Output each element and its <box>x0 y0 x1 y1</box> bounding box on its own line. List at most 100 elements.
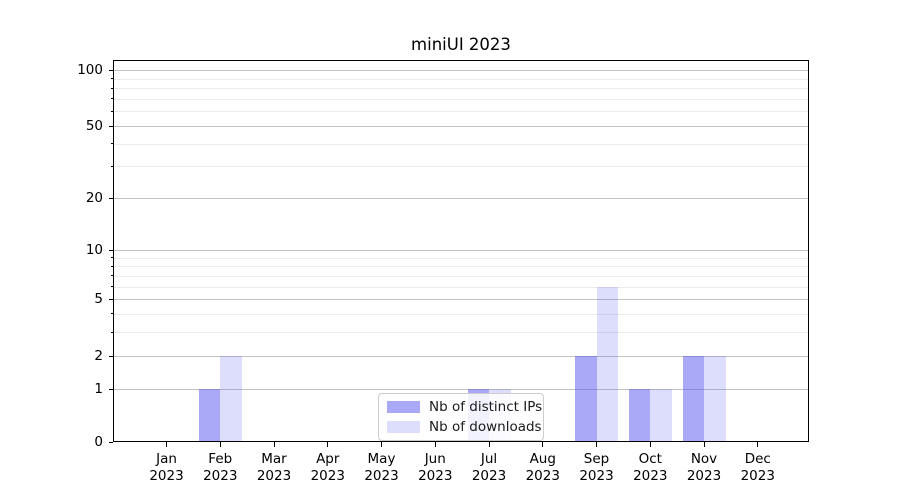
y-major-gridline <box>114 250 808 251</box>
y-minor-tickmark <box>111 165 113 167</box>
x-tick-label: Feb 2023 <box>190 451 250 484</box>
y-tick-label: 1 <box>94 381 103 397</box>
x-tick-month: Apr <box>316 451 340 467</box>
plot-area <box>113 60 809 442</box>
y-major-tickmark <box>109 441 113 443</box>
y-major-gridline <box>114 126 808 127</box>
x-tick-label: Mar 2023 <box>244 451 304 484</box>
x-tick-month: May <box>367 451 396 467</box>
x-tick-year: 2023 <box>633 467 668 484</box>
y-minor-gridline <box>114 88 808 90</box>
y-minor-gridline <box>114 111 808 113</box>
x-tick-year: 2023 <box>418 467 453 484</box>
x-tick-year: 2023 <box>740 467 775 484</box>
x-tickmark <box>757 442 759 447</box>
y-major-gridline <box>114 389 808 390</box>
bar <box>220 356 242 441</box>
x-tick-label: Oct 2023 <box>620 451 680 484</box>
x-tick-month: Aug <box>529 451 556 467</box>
y-minor-gridline <box>114 275 808 277</box>
x-tickmark <box>596 442 597 447</box>
y-minor-gridline <box>114 313 808 315</box>
x-tickmark <box>166 442 167 447</box>
y-tick-label: 5 <box>94 291 103 307</box>
x-tick-year: 2023 <box>471 467 507 484</box>
x-tick-label: Aug 2023 <box>513 451 573 484</box>
y-major-gridline <box>114 70 808 71</box>
y-minor-tickmark <box>111 265 113 267</box>
y-major-tickmark <box>109 197 113 199</box>
legend-label-downloads: Nb of downloads <box>429 419 542 435</box>
x-tick-month: Sep <box>583 451 610 467</box>
x-tick-year: 2023 <box>310 467 345 484</box>
x-tickmark <box>273 442 275 447</box>
y-tick-label: 20 <box>85 190 103 206</box>
x-tick-month: Jul <box>480 451 498 467</box>
x-tick-label: Jun 2023 <box>405 451 465 484</box>
x-tick-month: Jan <box>156 451 177 467</box>
x-tick-year: 2023 <box>525 467 560 484</box>
y-major-tickmark <box>109 388 113 390</box>
x-tick-label: Jul 2023 <box>459 451 519 484</box>
legend-label-distinct-ips: Nb of distinct IPs <box>429 399 543 415</box>
x-tickmark <box>327 442 329 447</box>
y-minor-tickmark <box>111 313 113 315</box>
y-major-gridline <box>114 198 808 199</box>
y-minor-tickmark <box>111 87 113 89</box>
y-tick-label: 10 <box>85 242 103 258</box>
y-major-tickmark <box>109 125 113 127</box>
y-major-gridline <box>114 356 808 357</box>
y-major-tickmark <box>109 69 113 71</box>
x-tick-year: 2023 <box>203 467 238 484</box>
y-major-tickmark <box>109 249 113 251</box>
y-minor-gridline <box>114 286 808 288</box>
x-tick-label: Nov 2023 <box>674 451 734 484</box>
bar <box>596 286 618 441</box>
y-major-gridline <box>114 299 808 300</box>
x-tickmark <box>219 442 221 447</box>
bar <box>628 389 651 441</box>
legend-item-distinct-ips: Nb of distinct IPs <box>387 399 542 415</box>
legend-item-downloads: Nb of downloads <box>387 419 542 435</box>
x-tick-label: Dec 2023 <box>728 451 788 484</box>
x-tickmark <box>488 442 490 447</box>
x-tickmark <box>703 442 705 447</box>
legend-swatch-downloads-icon <box>387 421 420 433</box>
bar <box>650 389 672 441</box>
x-tick-year: 2023 <box>686 467 722 484</box>
x-tick-label: Apr 2023 <box>298 451 358 484</box>
y-minor-gridline <box>114 266 808 268</box>
x-tickmark <box>434 442 436 447</box>
x-tick-label: Jan 2023 <box>137 451 197 484</box>
y-tick-label: 50 <box>85 118 103 134</box>
legend: Nb of distinct IPs Nb of downloads <box>378 393 544 441</box>
x-tick-label: May 2023 <box>352 451 412 484</box>
y-tick-label: 0 <box>94 434 103 450</box>
y-minor-gridline <box>114 332 808 334</box>
y-minor-gridline <box>114 166 808 168</box>
y-minor-tickmark <box>111 78 113 80</box>
x-tick-year: 2023 <box>149 467 184 484</box>
y-minor-tickmark <box>111 110 113 112</box>
x-tick-year: 2023 <box>256 467 292 484</box>
y-minor-tickmark <box>111 257 113 259</box>
y-tick-label: 100 <box>77 62 103 78</box>
y-minor-gridline <box>114 98 808 100</box>
y-major-tickmark <box>109 298 113 300</box>
y-minor-gridline <box>114 143 808 145</box>
x-tick-year: 2023 <box>364 467 399 484</box>
bar <box>575 356 597 441</box>
y-major-tickmark <box>109 355 113 357</box>
y-minor-tickmark <box>111 275 113 277</box>
x-tickmark <box>649 442 651 447</box>
x-tick-month: Feb <box>208 451 233 467</box>
x-tick-month: Oct <box>638 451 662 467</box>
y-minor-tickmark <box>111 143 113 145</box>
y-minor-tickmark <box>111 331 113 333</box>
y-minor-gridline <box>114 257 808 259</box>
x-tick-label: Sep 2023 <box>567 451 627 484</box>
y-minor-tickmark <box>111 98 113 100</box>
bar <box>682 356 704 441</box>
chart-title: miniUI 2023 <box>411 35 511 54</box>
